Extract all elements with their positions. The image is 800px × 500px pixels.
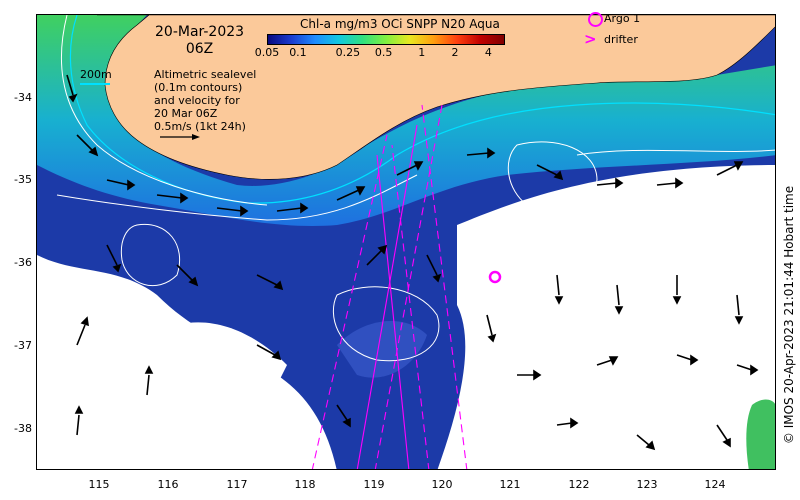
drifter-label: drifter — [604, 33, 638, 46]
lat-tick: -38 — [14, 422, 32, 435]
velocity-arrow-icon — [66, 74, 78, 103]
bloom-patch-se — [746, 399, 775, 469]
cloud-cover — [37, 165, 775, 469]
alt-line: and velocity for — [154, 94, 240, 107]
hour-text: 06Z — [185, 41, 214, 57]
velocity-arrow-icon — [156, 192, 189, 204]
altimetry-legend: Altimetric sealevel (0.1m contours) and … — [154, 68, 256, 133]
chlorophyll-map — [37, 15, 775, 469]
lat-tick: -34 — [14, 91, 32, 104]
velocity-arrow-icon — [426, 254, 442, 283]
lon-tick: 120 — [431, 478, 453, 491]
alt-line: 0.5m/s (1kt 24h) — [154, 120, 246, 133]
ship-tracks — [311, 104, 468, 469]
velocity-arrow-icon — [106, 244, 122, 273]
colorbar-tick: 1 — [418, 46, 426, 59]
velocity-arrow-icon — [596, 177, 624, 189]
lat-tick: -36 — [14, 256, 32, 269]
drifter-arrow-icon: > — [584, 30, 597, 48]
velocity-arrow-icon — [276, 202, 309, 214]
isobath-label: 200m — [80, 68, 112, 81]
alt-line: 20 Mar 06Z — [154, 107, 218, 120]
velocity-arrow-icon — [176, 264, 199, 287]
velocity-arrow-icon — [256, 274, 284, 291]
date-label: 20-Mar-2023 06Z — [155, 24, 244, 58]
colorbar-ticks: 0.05 0.1 0.25 0.5 1 2 4 — [255, 46, 505, 62]
colorbar — [267, 34, 505, 45]
isobath-200m — [69, 15, 775, 204]
velocity-arrow-icon — [672, 275, 682, 305]
velocity-arrow-icon — [336, 186, 366, 201]
coastal-bloom — [37, 15, 775, 226]
colorbar-title: Chl-a mg/m3 OCi SNPP N20 Aqua — [300, 17, 500, 31]
colorbar-tick: 0.1 — [289, 46, 307, 59]
velocity-arrow-icon — [466, 147, 496, 159]
map-frame[interactable] — [36, 14, 776, 470]
velocity-arrow-icon — [144, 365, 154, 396]
velocity-arrow-icon — [396, 161, 424, 176]
colorbar-tick: 0.05 — [254, 46, 280, 59]
velocity-arrow-icon — [536, 164, 564, 181]
credit-text: © IMOS 20-Apr-2023 21:01:44 Hobart time — [780, 150, 798, 480]
colorbar-tick: 0.5 — [374, 46, 393, 59]
lat-tick: -37 — [14, 339, 32, 352]
velocity-arrows — [66, 74, 759, 451]
velocity-arrow-icon — [656, 177, 684, 189]
lon-tick: 119 — [363, 478, 385, 491]
credit-label: © IMOS 20-Apr-2023 21:01:44 Hobart time — [782, 185, 796, 445]
velocity-scale-arrow-icon — [160, 134, 200, 140]
velocity-arrow-icon — [216, 205, 249, 217]
velocity-arrow-icon — [596, 356, 619, 366]
lon-tick: 121 — [499, 478, 521, 491]
velocity-arrow-icon — [716, 424, 731, 448]
velocity-arrow-icon — [716, 161, 744, 176]
velocity-arrow-icon — [736, 364, 759, 376]
argo-float-marker[interactable] — [488, 270, 502, 284]
velocity-arrow-icon — [486, 314, 497, 343]
velocity-arrow-icon — [366, 244, 388, 266]
argo-ring-icon — [588, 12, 603, 27]
velocity-arrow-icon — [676, 354, 699, 366]
sealevel-contours — [37, 15, 775, 456]
argo-label: Argo 1 — [604, 12, 641, 25]
lon-tick: 124 — [704, 478, 726, 491]
lat-tick: -35 — [14, 173, 32, 186]
colorbar-tick: 0.25 — [335, 46, 361, 59]
land-australia — [97, 15, 775, 180]
lon-tick: 116 — [157, 478, 179, 491]
velocity-arrow-icon — [614, 284, 624, 315]
lon-tick: 122 — [568, 478, 590, 491]
velocity-arrow-icon — [76, 316, 89, 346]
lon-tick: 118 — [294, 478, 316, 491]
isobath-swatch — [80, 83, 110, 85]
velocity-arrow-icon — [734, 294, 744, 325]
colorbar-tick: 4 — [484, 46, 492, 59]
velocity-arrow-icon — [517, 369, 542, 381]
lon-tick: 115 — [88, 478, 110, 491]
velocity-arrow-icon — [554, 274, 564, 305]
lon-tick: 123 — [636, 478, 658, 491]
velocity-arrow-icon — [76, 134, 99, 157]
lon-tick: 117 — [226, 478, 248, 491]
velocity-arrow-icon — [336, 404, 351, 428]
velocity-arrow-icon — [106, 179, 136, 191]
alt-line: Altimetric sealevel — [154, 68, 257, 81]
velocity-arrow-icon — [556, 417, 579, 429]
velocity-arrow-icon — [74, 405, 84, 436]
date-text: 20-Mar-2023 — [155, 24, 245, 40]
velocity-arrow-icon — [636, 434, 656, 451]
colorbar-tick: 2 — [451, 46, 459, 59]
velocity-arrow-icon — [256, 344, 282, 361]
alt-line: (0.1m contours) — [154, 81, 243, 94]
